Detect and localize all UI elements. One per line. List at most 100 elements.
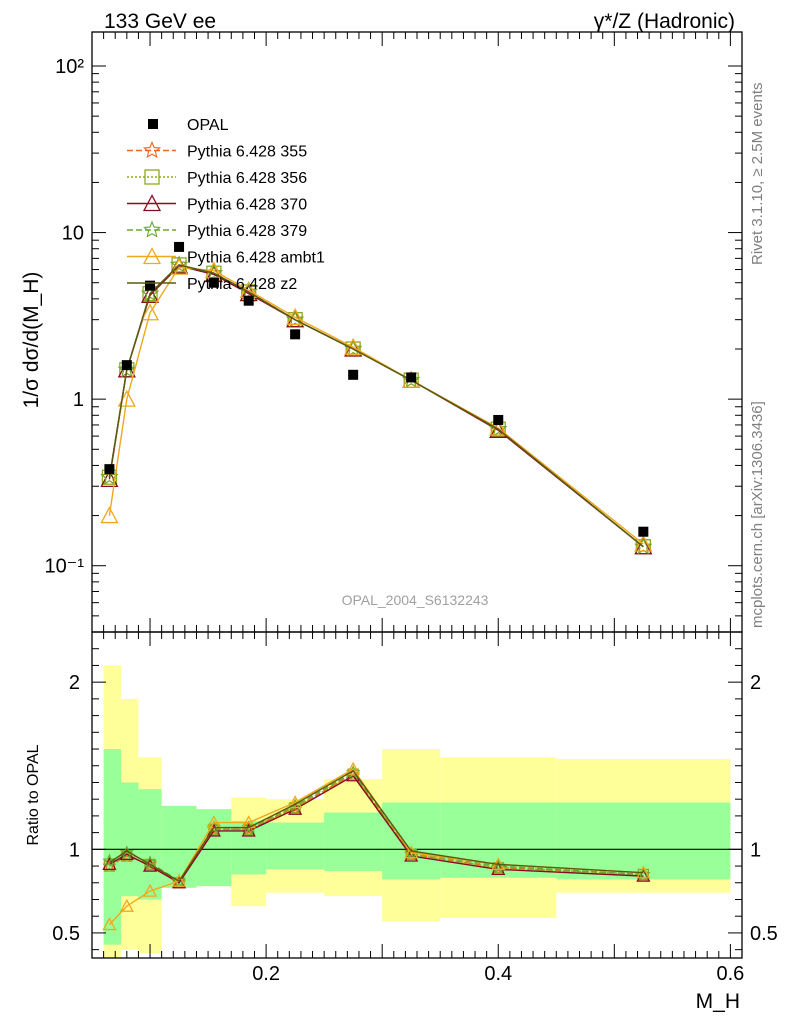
series-point-pythia-6-428-379 <box>141 284 159 302</box>
ratio-y-axis-label: Ratio to OPAL <box>25 744 42 845</box>
series-line-pythia-6-428-ambt1 <box>108 266 644 545</box>
series-pythia-6-428-355 <box>100 255 653 555</box>
series-point-pythia-6-428-370 <box>344 339 363 357</box>
legend-marker <box>148 119 158 129</box>
ratio-series-pythia-6-428-z2 <box>109 769 644 883</box>
ratio-point-pythia-6-428-ambt1 <box>102 917 117 931</box>
inner-band <box>138 789 162 900</box>
series-point-pythia-6-428-ambt1 <box>169 257 189 275</box>
mcplots-side-label: mcplots.cern.ch [arXiv:1306.3436] <box>749 401 766 628</box>
ratio-y-tick-label: 1 <box>69 839 80 861</box>
ratio-point-pythia-6-428-ambt1 <box>119 898 134 912</box>
inner-band <box>440 802 557 878</box>
legend-marker <box>142 194 162 212</box>
main-y-tick-label: 10² <box>55 56 84 78</box>
legend-label: Pythia 6.428 ambt1 <box>187 250 325 267</box>
ratio-y-tick-label: 0.5 <box>52 923 80 945</box>
main-panel: 10⁻¹ 1 10 10² OPAL_2004_S6132243 1/σ dσ/d(M… <box>20 31 743 633</box>
legend-entry-pythia-6-428-370: Pythia 6.428 370 <box>127 194 307 214</box>
legend-entry-opal: OPAL <box>148 117 229 134</box>
data-point-opal <box>406 372 417 383</box>
legend-entry-pythia-6-428-355: Pythia 6.428 355 <box>127 141 307 161</box>
series-line-pythia-6-428-356 <box>108 264 644 548</box>
ratio-y-tick-label-right: 2 <box>750 672 761 694</box>
series-pythia-6-428-ambt1 <box>100 257 653 552</box>
series-point-pythia-6-428-ambt1 <box>140 303 160 321</box>
legend: OPAL Pythia 6.428 355 Pythia 6.428 356 Pyth… <box>127 117 325 293</box>
legend-label: Pythia 6.428 z2 <box>187 276 297 293</box>
legend-label: Pythia 6.428 379 <box>187 223 307 240</box>
ratio-point-pythia-6-428-ambt1 <box>346 761 361 775</box>
series-line-pythia-6-428-355 <box>108 264 644 548</box>
series-point-pythia-6-428-370 <box>634 537 653 555</box>
inner-band <box>324 812 383 872</box>
legend-entry-pythia-6-428-379: Pythia 6.428 379 <box>127 220 307 240</box>
ratio-line-pythia-6-428-ambt1 <box>108 768 644 926</box>
legend-label: Pythia 6.428 356 <box>187 170 307 187</box>
legend-marker <box>144 169 160 185</box>
header-left-label: 133 GeV ee <box>104 10 216 33</box>
ratio-point-pythia-6-428-356 <box>103 860 116 872</box>
ratio-point-pythia-6-428-379 <box>119 845 134 859</box>
legend-label: Pythia 6.428 355 <box>187 144 307 161</box>
ratio-panel: 0.5 0.5 1 1 2 2 0.2 0.4 0.6 Ratio to OPAL M_H <box>25 631 778 1013</box>
legend-label: Pythia 6.428 370 <box>187 197 307 214</box>
data-point-opal <box>493 414 504 425</box>
rivet-side-label: Rivet 3.1.10, ≥ 2.5M events <box>749 83 766 266</box>
inner-band <box>103 749 122 945</box>
series-line-pythia-6-428-379 <box>108 264 644 548</box>
data-point-opal <box>121 360 132 371</box>
legend-marker <box>142 247 162 265</box>
main-y-axis-label: 1/σ dσ/d(M_H) <box>20 272 43 409</box>
series-line-pythia-6-428-z2 <box>108 264 644 548</box>
series-pythia-6-428-379 <box>100 255 653 555</box>
header-right-label: γ*/Z (Hadronic) <box>594 10 735 33</box>
series-pythia-6-428-z2 <box>108 264 644 548</box>
ratio-plot-marks <box>92 665 742 958</box>
series-pythia-6-428-356 <box>101 257 651 555</box>
series-opal <box>104 241 649 537</box>
data-point-opal <box>145 280 156 291</box>
ratio-point-pythia-6-428-379 <box>404 845 419 859</box>
legend-marker <box>143 220 161 238</box>
main-y-tick-label: 1 <box>73 389 84 411</box>
main-y-tick-label: 10⁻¹ <box>45 556 85 578</box>
inner-band <box>266 822 325 870</box>
x-tick-label: 0.4 <box>484 963 512 985</box>
legend-entry-pythia-6-428-z2: Pythia 6.428 z2 <box>127 276 297 293</box>
series-point-pythia-6-428-ambt1 <box>100 506 119 524</box>
data-point-opal <box>104 464 115 475</box>
legend-label: OPAL <box>187 117 229 134</box>
ratio-y-tick-label-right: 1 <box>750 839 761 861</box>
ratio-series-pythia-6-428-ambt1 <box>102 761 651 931</box>
ratio-axes: 0.5 0.5 1 1 2 2 0.2 0.4 0.6 <box>52 631 778 985</box>
watermark-label: OPAL_2004_S6132243 <box>342 592 489 608</box>
inner-band <box>121 782 139 897</box>
ratio-point-pythia-6-428-ambt1 <box>142 883 158 897</box>
legend-marker <box>143 141 161 159</box>
ratio-line-pythia-6-428-z2 <box>109 769 644 883</box>
data-point-opal <box>243 295 254 306</box>
x-tick-label: 0.2 <box>252 963 280 985</box>
series-point-pythia-6-428-379 <box>634 537 653 555</box>
main-plot-marks <box>100 241 653 555</box>
legend-entry-pythia-6-428-ambt1: Pythia 6.428 ambt1 <box>127 247 325 267</box>
ratio-point-pythia-6-428-379 <box>142 855 158 869</box>
data-point-opal <box>174 241 185 252</box>
ratio-point-pythia-6-428-ambt1 <box>171 873 187 887</box>
data-point-opal <box>638 526 649 537</box>
ratio-y-tick-label-right: 0.5 <box>750 923 778 945</box>
data-point-opal <box>348 369 359 380</box>
series-line-pythia-6-428-370 <box>108 265 644 548</box>
data-point-opal <box>208 277 219 288</box>
x-tick-label: 0.6 <box>716 963 744 985</box>
legend-entry-pythia-6-428-356: Pythia 6.428 356 <box>127 169 307 187</box>
x-axis-label: M_H <box>696 990 740 1013</box>
main-y-tick-label: 10 <box>62 223 84 245</box>
ratio-point-pythia-6-428-ambt1 <box>404 845 419 859</box>
uncertainty-bands <box>103 665 731 958</box>
series-pythia-6-428-370 <box>100 256 653 555</box>
ratio-y-tick-label: 2 <box>69 672 80 694</box>
data-point-opal <box>290 329 301 340</box>
